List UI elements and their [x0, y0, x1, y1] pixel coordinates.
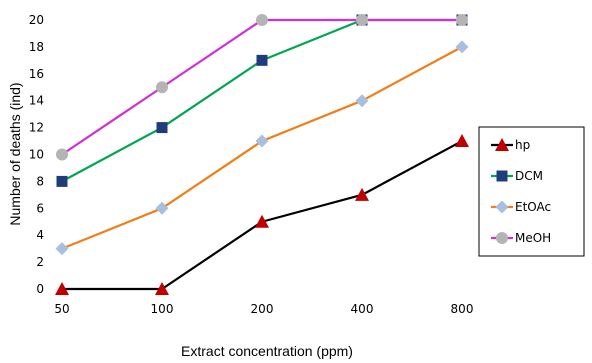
y-tick-label: 4: [36, 228, 44, 242]
y-tick-label: 6: [36, 201, 44, 215]
legend-label: MeOH: [515, 231, 551, 245]
legend: hp DCM EtOAc MeOH: [479, 127, 584, 256]
data-point-meoh: [256, 14, 268, 26]
y-tick-label: 8: [36, 174, 44, 188]
y-tick-label: 2: [36, 255, 44, 269]
x-tick-label: 200: [251, 302, 274, 316]
y-tick-label: 10: [29, 148, 44, 162]
x-tick-label: 100: [151, 302, 174, 316]
legend-label: EtOAc: [515, 200, 551, 214]
x-tick-label: 50: [54, 302, 69, 316]
data-point-hp: [355, 188, 369, 201]
data-point-hp: [455, 134, 469, 147]
y-tick-label: 16: [29, 67, 44, 81]
y-axis-ticks: 0 2 4 6 8 10 12 14 16 18 20: [29, 13, 44, 296]
x-axis-ticks: 50 100 200 400 800: [54, 302, 473, 316]
data-point-etoac: [56, 242, 69, 255]
series-markers: [55, 14, 469, 295]
y-axis-title: Number of deaths (ind): [7, 82, 23, 225]
y-tick-label: 14: [29, 94, 44, 108]
legend-label: DCM: [515, 169, 543, 183]
x-tick-label: 400: [351, 302, 374, 316]
data-point-etoac: [156, 202, 169, 215]
data-point-etoac: [456, 40, 469, 53]
y-tick-label: 18: [29, 40, 44, 54]
data-point-etoac: [356, 94, 369, 107]
legend-marker-meoh: [496, 232, 508, 244]
data-point-meoh: [356, 14, 368, 26]
data-point-dcm: [257, 55, 268, 66]
x-axis-title: Extract concentration (ppm): [181, 343, 353, 359]
legend-marker-dcm: [497, 171, 508, 182]
data-point-dcm: [57, 176, 68, 187]
y-tick-label: 20: [29, 13, 44, 27]
data-point-meoh: [156, 81, 168, 93]
data-point-meoh: [456, 14, 468, 26]
data-point-etoac: [256, 135, 269, 148]
data-point-meoh: [56, 149, 68, 161]
legend-label: hp: [515, 138, 530, 152]
data-point-dcm: [157, 122, 168, 133]
y-tick-label: 0: [36, 282, 44, 296]
series-line-meoh: [62, 20, 462, 155]
x-tick-label: 800: [451, 302, 474, 316]
series-line-dcm: [62, 20, 462, 181]
y-tick-label: 12: [29, 121, 44, 135]
